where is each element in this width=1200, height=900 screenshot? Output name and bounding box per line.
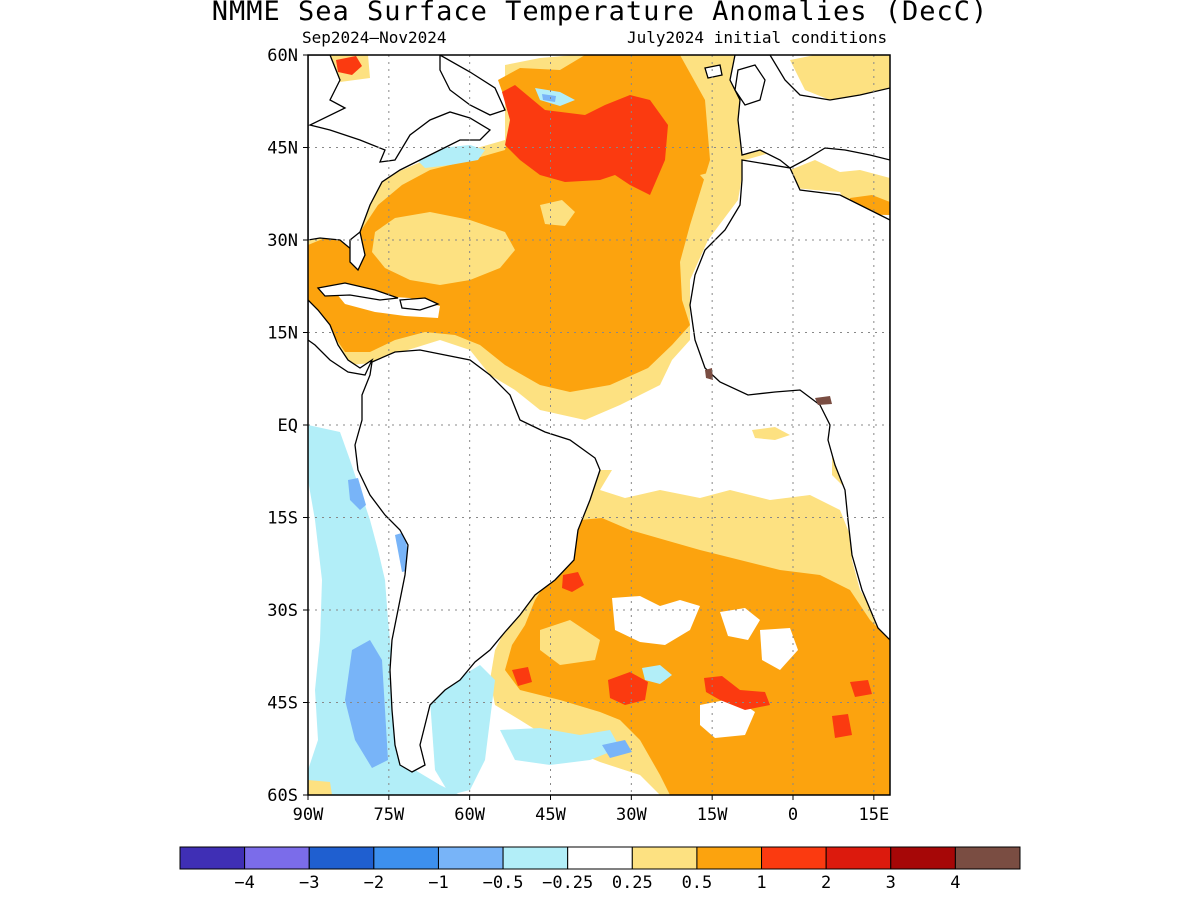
colorbar-swatch (954, 846, 1021, 870)
colorbar-swatch (631, 846, 698, 870)
lat-tick-label: 15N (267, 324, 298, 344)
south-hot-spot-6 (832, 714, 852, 738)
colorbar-label: −3 (299, 873, 319, 893)
north-sea-warm-region (790, 55, 890, 100)
florida-land (349, 230, 366, 272)
lat-tick-label: 60S (267, 786, 298, 806)
south-atlantic-neutral-patch-1 (612, 596, 700, 645)
eastern-weak-warm-patch (700, 170, 730, 192)
south-hot-spot-5 (850, 680, 872, 697)
hudson-hot-spot-2 (336, 56, 362, 75)
central-america-land (308, 299, 374, 376)
south-atlantic-weak-warm-patch (540, 620, 600, 665)
lon-tick-label: 90W (293, 805, 324, 825)
south-hot-spot-3 (608, 672, 648, 705)
labrador-land (439, 55, 506, 116)
colorbar-label: −4 (234, 873, 254, 893)
colorbar-swatch (373, 846, 439, 870)
colorbar-label: −0.25 (542, 873, 593, 893)
colorbar: −4 −3 −2 −1 −0.5 −0.25 0.25 0.5 1 2 3 4 (179, 846, 1021, 893)
colorbar-label: 4 (950, 873, 960, 893)
colorbar-swatch (567, 846, 633, 870)
lat-tick-label: 30S (267, 601, 298, 621)
south-atlantic-neutral-patch-2 (720, 608, 760, 640)
south-cool-patch-1 (500, 728, 620, 765)
lon-tick-label: 30W (616, 805, 647, 825)
south-america-land (354, 349, 601, 773)
colorbar-swatch (244, 846, 310, 870)
europe-land (729, 55, 890, 169)
colorbar-label: 2 (821, 873, 831, 893)
colorbar-label: 0.25 (612, 873, 653, 893)
latitude-labels: 60N 45N 30N 15N EQ 15S 30S 45S 60S (267, 46, 308, 806)
africa-land (689, 159, 890, 641)
south-hot-spot-1 (562, 572, 584, 592)
colorbar-swatch (825, 846, 892, 870)
south-edge-weak-warm (308, 780, 332, 795)
forecast-period: Sep2024–Nov2024 (302, 28, 447, 47)
chile-coast-moderate-cool (345, 640, 388, 768)
lat-tick-label: 45N (267, 139, 298, 159)
colorbar-swatch (890, 846, 956, 870)
labrador-cool-patch (415, 145, 485, 168)
peru-coast-moderate-cool (348, 478, 366, 510)
patagonia-shelf-cool-region (430, 665, 495, 795)
colorbar-label: −1 (428, 873, 448, 893)
colorbar-swatch (761, 846, 827, 870)
lon-tick-label: 60W (454, 805, 485, 825)
colorbar-swatch (308, 846, 375, 870)
gridlines (308, 55, 890, 795)
lat-tick-label: 60N (267, 46, 298, 66)
colorbar-label: 1 (756, 873, 766, 893)
subtropical-weak-warm-patch (372, 212, 515, 285)
gulf-of-guinea-weak-warm (752, 427, 790, 440)
colorbar-swatch (502, 846, 569, 870)
lat-tick-label: EQ (278, 416, 298, 436)
lon-tick-label: 15W (697, 805, 728, 825)
colorbar-swatch (437, 846, 504, 870)
south-moderate-cool-patch (602, 740, 632, 758)
lat-tick-label: 30N (267, 231, 298, 251)
central-weak-warm-patch (540, 200, 575, 226)
gulf-stream-hot-spot (502, 85, 668, 195)
lon-tick-label: 75W (373, 805, 404, 825)
iceland-land (704, 64, 723, 79)
initial-conditions: July2024 initial conditions (627, 28, 888, 47)
lat-tick-label: 15S (267, 509, 298, 529)
lon-tick-label: 45W (535, 805, 566, 825)
colorbar-swatch (696, 846, 763, 870)
lon-tick-label: 15E (858, 805, 889, 825)
west-africa-extreme-spot (705, 368, 713, 380)
map-title: NMME Sea Surface Temperature Anomalies (… (211, 0, 989, 27)
longitude-labels: 90W 75W 60W 45W 30W 15W 0 15E (293, 795, 889, 825)
lat-tick-label: 45S (267, 694, 298, 714)
south-atlantic-warm-band (505, 518, 890, 795)
lon-tick-label: 0 (788, 805, 798, 825)
hispaniola-land (399, 297, 440, 311)
south-cool-patch-2 (642, 665, 672, 684)
coastlines (308, 55, 890, 773)
colorbar-label: 3 (886, 873, 896, 893)
colorbar-label: −2 (364, 873, 384, 893)
colorbar-label: −0.5 (483, 873, 524, 893)
south-hot-spot-2 (512, 667, 532, 686)
uk-land (734, 64, 766, 106)
gulf-of-guinea-extreme-spot (815, 396, 832, 405)
south-hot-spot-4 (704, 676, 770, 710)
cuba-land (316, 282, 399, 301)
north-cool-patch-dark (542, 94, 556, 102)
colorbar-label: 0.5 (682, 873, 713, 893)
colorbar-swatch (179, 846, 246, 870)
south-atlantic-neutral-patch-3 (760, 628, 798, 670)
